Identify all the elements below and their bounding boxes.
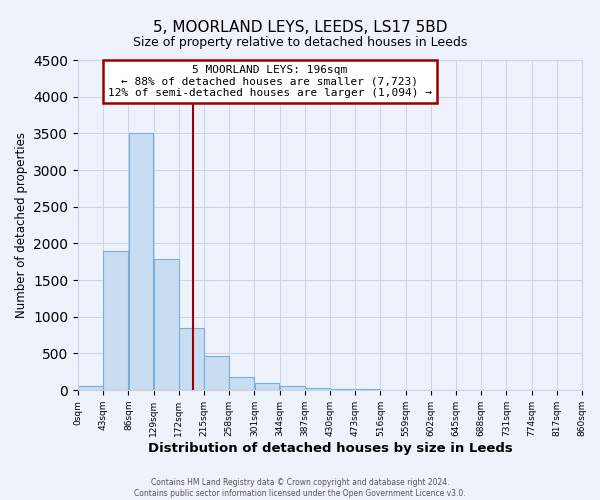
Bar bbox=[254, 384, 280, 390]
Bar bbox=[330, 388, 355, 390]
Text: Contains HM Land Registry data © Crown copyright and database right 2024.
Contai: Contains HM Land Registry data © Crown c… bbox=[134, 478, 466, 498]
Text: Size of property relative to detached houses in Leeds: Size of property relative to detached ho… bbox=[133, 36, 467, 49]
Bar bbox=[128, 134, 154, 390]
Bar bbox=[305, 388, 330, 390]
Text: 5, MOORLAND LEYS, LEEDS, LS17 5BD: 5, MOORLAND LEYS, LEEDS, LS17 5BD bbox=[153, 20, 447, 35]
Bar bbox=[204, 356, 229, 390]
Bar bbox=[103, 250, 128, 390]
Bar bbox=[154, 260, 179, 390]
Bar bbox=[280, 386, 305, 390]
X-axis label: Distribution of detached houses by size in Leeds: Distribution of detached houses by size … bbox=[148, 442, 512, 454]
Bar bbox=[179, 328, 204, 390]
Text: 5 MOORLAND LEYS: 196sqm
← 88% of detached houses are smaller (7,723)
12% of semi: 5 MOORLAND LEYS: 196sqm ← 88% of detache… bbox=[107, 65, 431, 98]
Bar bbox=[229, 377, 254, 390]
Bar bbox=[78, 386, 103, 390]
Y-axis label: Number of detached properties: Number of detached properties bbox=[14, 132, 28, 318]
